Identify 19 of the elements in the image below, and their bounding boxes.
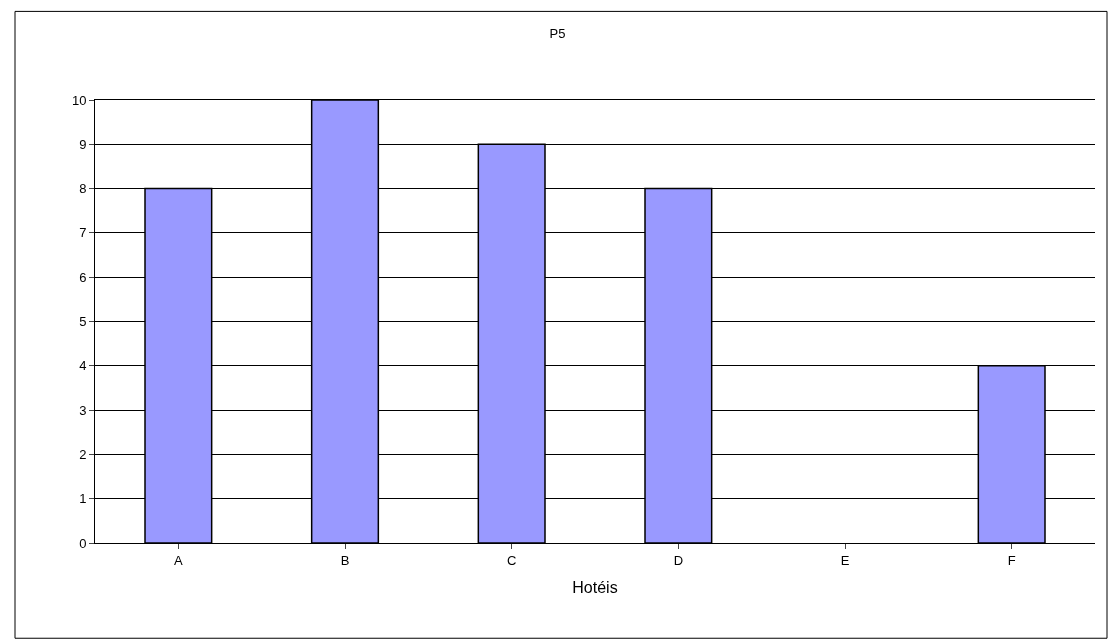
- y-tick-label: 1: [79, 491, 87, 507]
- y-tick-label: 7: [79, 225, 87, 241]
- y-tick-label: 4: [79, 358, 87, 374]
- y-tick-label: 3: [79, 402, 87, 418]
- y-tick-label: 2: [79, 446, 87, 462]
- y-tick-label: 0: [79, 535, 87, 551]
- x-tick-label: A: [173, 552, 183, 568]
- x-tick-label: B: [340, 552, 350, 568]
- y-tick-label: 5: [79, 314, 87, 330]
- x-tick-label: F: [1007, 552, 1016, 568]
- x-tick-label: C: [506, 552, 517, 568]
- x-tick-label: E: [840, 552, 850, 568]
- x-axis-title: Hotéis: [572, 579, 618, 597]
- y-tick-label: 9: [79, 136, 87, 152]
- y-tick-label: 8: [79, 181, 87, 197]
- chart-title: P5: [549, 25, 566, 41]
- x-tick-label: D: [673, 552, 684, 568]
- y-tick-label: 6: [79, 269, 87, 285]
- y-tick-label: 10: [71, 92, 87, 108]
